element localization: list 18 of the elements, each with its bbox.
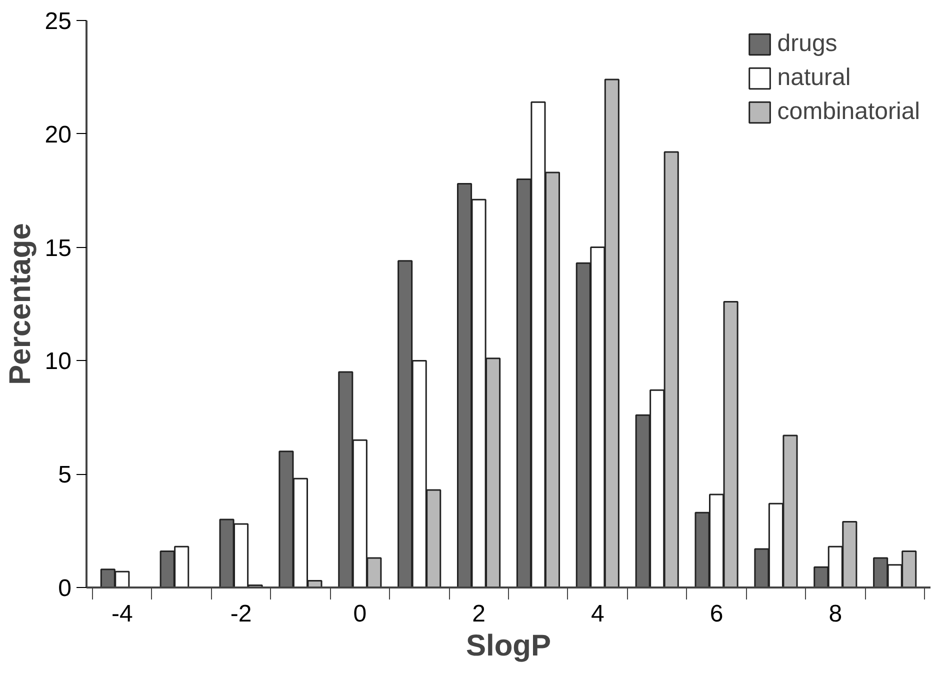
y-tick-label: 10	[44, 348, 72, 376]
y-tick-label: 20	[44, 121, 72, 148]
legend-label: drugs	[777, 30, 838, 58]
y-tick-label: 0	[58, 575, 72, 602]
x-tick-label: -4	[111, 600, 133, 628]
legend-label: combinatorial	[777, 98, 920, 126]
x-tick-label: 0	[353, 600, 367, 628]
x-tick-label: -2	[230, 600, 252, 628]
x-tick-label: 4	[590, 600, 604, 628]
y-tick-label: 5	[58, 462, 72, 489]
y-axis-title: Percentage	[4, 223, 37, 385]
y-tick-label: 25	[44, 8, 72, 35]
x-tick-label: 8	[828, 600, 842, 628]
x-tick-label: 2	[472, 600, 486, 628]
legend-label: natural	[777, 64, 851, 92]
y-tick-label: 15	[44, 234, 72, 262]
x-tick-label: 6	[710, 600, 724, 628]
x-axis-title: SlogP	[466, 630, 552, 662]
